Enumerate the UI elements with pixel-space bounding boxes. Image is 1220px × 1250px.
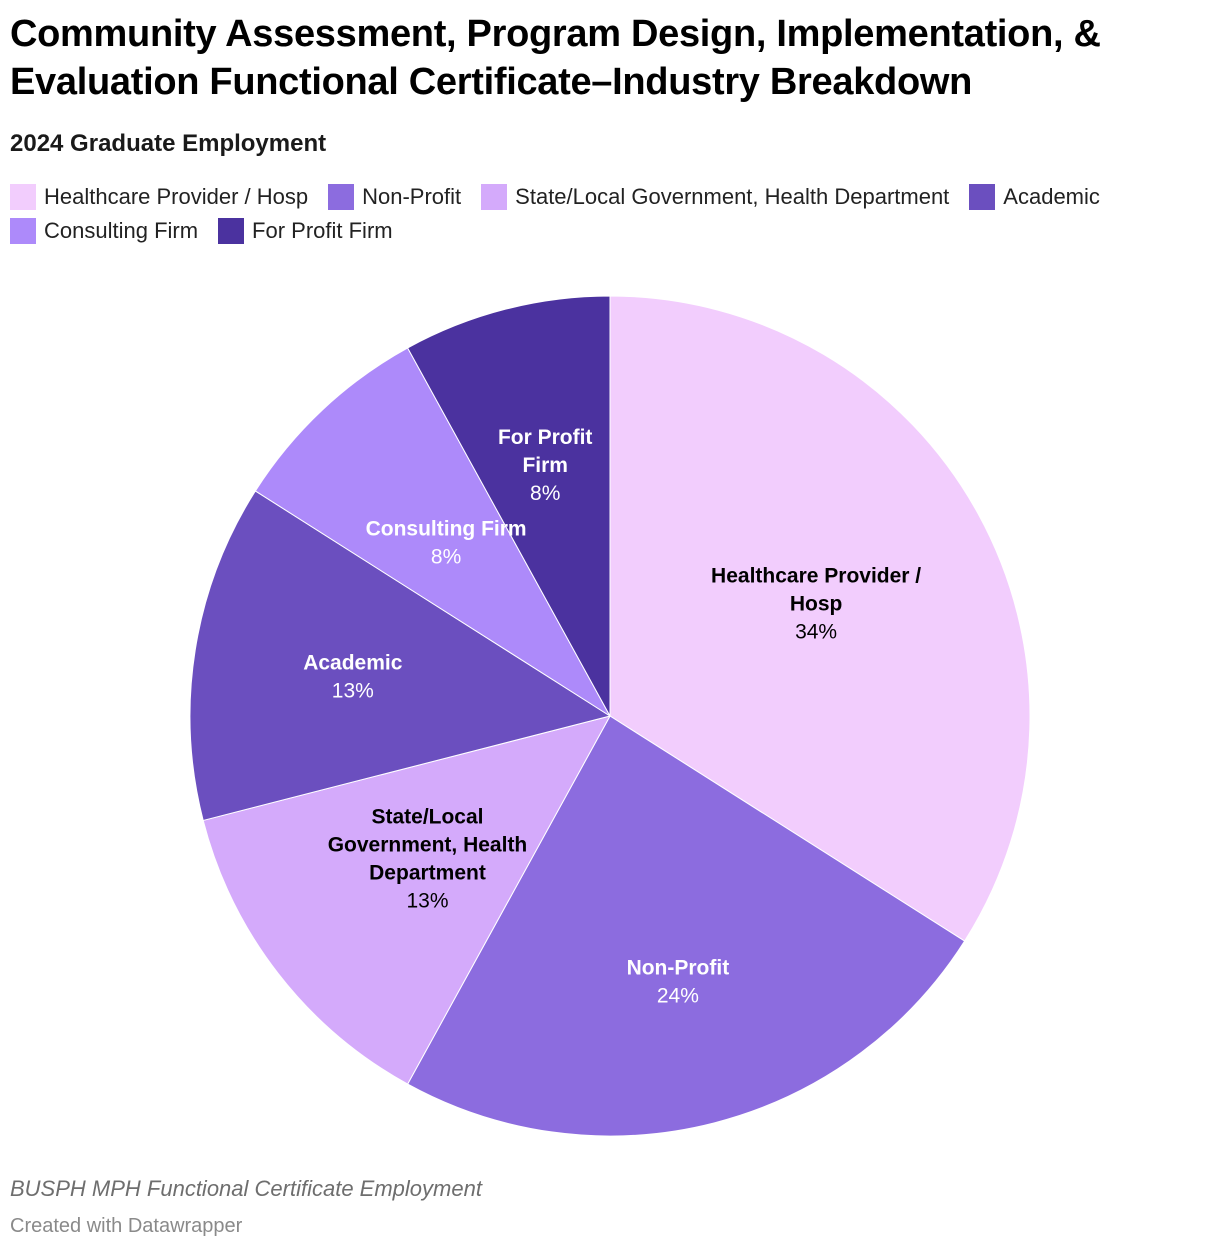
slice-label-value: 8% [530,482,560,505]
slice-label-value: 13% [332,679,374,702]
legend-swatch [218,218,245,244]
legend-label: Consulting Firm [44,218,199,243]
slice-label-state-local-government-health-department: State/Local Government, Health Department 1… [328,806,528,913]
slice-label-name: Hosp [790,593,843,616]
slice-label-name: For Profit [498,426,593,449]
slice-label-value: 13% [406,890,448,913]
legend-swatch [328,184,355,210]
legend-swatch [969,184,996,210]
legend-swatch [10,218,36,244]
slice-label-value: 8% [431,546,461,569]
legend-item-non-profit: Non-Profit [328,184,461,210]
slice-label-value: 34% [795,621,837,644]
slice-label-healthcare-provider-hosp: Healthcare Provider / Hosp 34% [711,565,921,644]
pie-slice-consulting-firm [254,347,611,717]
legend-label: State/Local Government, Health Departmen… [515,184,950,209]
pie-labels: Healthcare Provider / Hosp 34% Non-Profit 24… [303,426,921,1008]
slice-label-name: Healthcare Provider / [711,565,921,588]
slice-label-non-profit: Non-Profit 24% [627,956,730,1007]
legend-label: For Profit Firm [252,218,393,243]
slice-label-name: Firm [522,454,568,477]
slice-label-name: Academic [303,651,403,674]
legend-label: Healthcare Provider / Hosp [44,184,309,209]
legend-item-consulting-firm: Consulting Firm [10,218,198,244]
chart-subtitle: 2024 Graduate Employment [10,130,327,157]
slice-label-consulting-firm: Consulting Firm 8% [366,518,527,569]
pie-slice-non-profit [406,715,966,1137]
legend-swatch [10,184,36,210]
legend-item-state-local-government-health-department: State/Local Government, Health Departmen… [481,184,949,210]
slice-label-name: Government, Health [328,834,528,857]
legend-label: Non-Profit [362,184,462,209]
legend-swatch [481,184,508,210]
slice-label-name: Consulting Firm [366,518,527,541]
slice-label-value: 24% [657,984,699,1007]
chart-title: Community Assessment, Program Design, Im… [10,13,1101,103]
slice-label-name: Non-Profit [627,956,730,979]
legend-item-for-profit-firm: For Profit Firm [218,218,393,244]
pie-slice-healthcare-provider-hosp [609,295,1031,942]
source-note: BUSPH MPH Functional Certificate Employm… [10,1176,482,1201]
slice-label-for-profit-firm: For Profit Firm 8% [498,426,593,505]
pie-slice-state-local-government-health-department [202,715,611,1085]
pie-slice-academic [189,490,612,822]
credit-note: Created with Datawrapper [10,1215,243,1237]
legend-item-healthcare-provider-hosp: Healthcare Provider / Hosp [10,184,308,210]
pie-slice-for-profit-firm [406,295,611,717]
slice-label-academic: Academic 13% [303,651,403,702]
slice-label-name: State/Local [371,806,483,829]
legend-label: Academic [1003,184,1100,209]
legend-item-academic: Academic [969,184,1100,210]
legend: Healthcare Provider / Hosp Non-Profit Stat… [10,184,1210,244]
pie-slices [189,295,1031,1137]
slice-label-name: Department [369,862,486,885]
pie-chart: Healthcare Provider / Hosp 34% Non-Profit 24… [189,295,1031,1137]
